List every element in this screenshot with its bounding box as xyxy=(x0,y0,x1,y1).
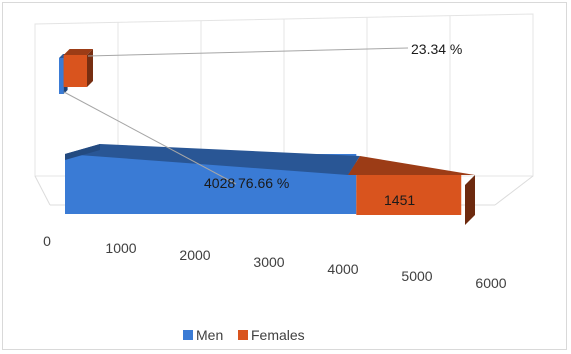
data-label-females-count: 1451 xyxy=(384,192,415,208)
x-tick-label: 5000 xyxy=(401,268,432,284)
x-tick-labels: 0 1000 2000 3000 4000 5000 6000 xyxy=(43,233,507,291)
leader-line-females xyxy=(87,47,409,57)
x-tick-label: 3000 xyxy=(253,254,284,270)
bar-females-percent xyxy=(63,49,93,87)
x-tick-label: 0 xyxy=(43,233,51,249)
x-tick-label: 2000 xyxy=(179,247,210,263)
bar-females-percent-front xyxy=(63,55,87,87)
legend-swatch-men xyxy=(183,330,193,340)
bar-men-top xyxy=(65,144,360,175)
bar-females-top xyxy=(348,156,475,175)
legend-swatch-females xyxy=(238,330,248,340)
legend: Men Females xyxy=(183,327,305,343)
data-labels: 23.34 % 76.66 %4028 1451 xyxy=(204,41,462,208)
bar-females-side xyxy=(465,175,475,225)
x-tick-label: 1000 xyxy=(105,240,136,256)
leader-line-men xyxy=(63,91,237,185)
bar-females-count-front xyxy=(356,175,462,215)
data-label-men-count: 4028 xyxy=(204,175,235,191)
bar-men-percent-front xyxy=(59,58,64,94)
data-label-females-percent: 23.34 % xyxy=(411,41,462,57)
bars xyxy=(59,49,475,225)
floor-gridline xyxy=(34,175,51,206)
x-tick-label: 6000 xyxy=(475,275,506,291)
bar-men-back-edge xyxy=(65,144,100,160)
data-label-men-percent: 76.66 % xyxy=(238,175,289,191)
floor-gridline xyxy=(494,175,534,206)
legend-label-men: Men xyxy=(196,327,223,343)
x-tick-label: 4000 xyxy=(327,261,358,277)
leader-lines xyxy=(63,47,409,185)
bar-females-count xyxy=(356,175,462,215)
legend-label-females: Females xyxy=(251,327,305,343)
bar-females-percent-side xyxy=(87,49,93,87)
bar-females-percent-top xyxy=(63,49,93,55)
